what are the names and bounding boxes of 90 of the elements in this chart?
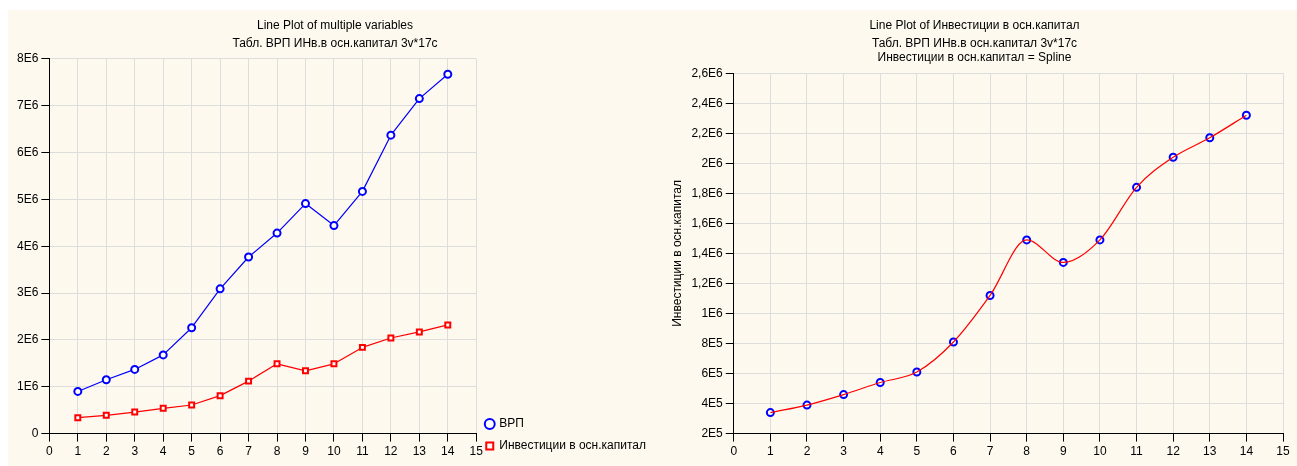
x-tick-label: 9 bbox=[1059, 444, 1067, 459]
point bbox=[415, 328, 423, 336]
x-tick-label: 11 bbox=[356, 444, 369, 459]
point bbox=[272, 228, 282, 238]
point bbox=[357, 186, 367, 196]
y-tick-label: 2E5 bbox=[701, 425, 724, 440]
y-tick-label: 1,2E6 bbox=[691, 275, 724, 290]
point bbox=[73, 386, 83, 396]
point bbox=[273, 360, 281, 368]
x-tick-label: 8 bbox=[1023, 444, 1031, 459]
y-tick-label: 8E6 bbox=[16, 51, 39, 66]
point bbox=[444, 321, 452, 329]
point bbox=[131, 408, 139, 416]
y-tick-label: 1,8E6 bbox=[691, 185, 724, 200]
chart-subtitle: Табл. ВРП ИНв.в осн.капитал 3v*17c bbox=[232, 35, 438, 50]
x-tick-label: 4 bbox=[159, 444, 167, 459]
point bbox=[329, 221, 339, 231]
chart-subtitle: Табл. ВРП ИНв.в осн.капитал 3v*17c bbox=[871, 35, 1078, 50]
x-tick-label: 4 bbox=[876, 444, 884, 459]
x-tick-label: 12 bbox=[1166, 444, 1181, 459]
x-tick-label: 5 bbox=[188, 444, 196, 459]
x-tick-label: 7 bbox=[245, 444, 253, 459]
point bbox=[300, 199, 310, 209]
y-tick-label: 7E6 bbox=[16, 97, 39, 112]
point bbox=[443, 69, 453, 79]
point bbox=[159, 404, 167, 412]
point bbox=[387, 334, 395, 342]
x-tick-label: 6 bbox=[950, 444, 958, 459]
x-tick-label: 7 bbox=[986, 444, 994, 459]
y-tick-label: 2,2E6 bbox=[691, 125, 724, 140]
point bbox=[358, 343, 366, 351]
x-tick-label: 2 bbox=[803, 444, 811, 459]
text: Инвестиции в осн.капитал = Spline bbox=[877, 50, 1072, 65]
x-tick-label: 6 bbox=[216, 444, 224, 459]
x-tick-label: 10 bbox=[327, 444, 341, 459]
y-tick-label: 1,4E6 bbox=[691, 245, 724, 260]
x-tick-label: 14 bbox=[441, 444, 455, 459]
chart-title: Line Plot of multiple variables bbox=[256, 17, 414, 32]
x-tick-label: 1 bbox=[767, 444, 775, 459]
x-tick-label: 3 bbox=[131, 444, 139, 459]
point bbox=[101, 375, 111, 385]
y-tick-label: 0 bbox=[31, 425, 39, 440]
y-tick-label: 8E5 bbox=[701, 335, 724, 350]
chart-title: Line Plot of Инвестиции в осн.капитал bbox=[869, 17, 1080, 32]
x-tick-label: 13 bbox=[412, 444, 427, 459]
y-tick-label: 5E6 bbox=[16, 191, 39, 206]
point bbox=[74, 414, 82, 422]
point bbox=[330, 360, 338, 368]
point bbox=[130, 364, 140, 374]
point bbox=[158, 350, 168, 360]
x-tick-label: 0 bbox=[730, 444, 738, 459]
y-tick-label: 2,4E6 bbox=[691, 95, 724, 110]
y-tick-label: 2,6E6 bbox=[691, 65, 724, 80]
y-tick-label: 4E5 bbox=[701, 395, 724, 410]
x-tick-label: 8 bbox=[273, 444, 281, 459]
x-tick-label: 3 bbox=[840, 444, 848, 459]
legend-label: ВРП bbox=[499, 416, 524, 431]
x-tick-label: 12 bbox=[384, 444, 398, 459]
point bbox=[188, 401, 196, 409]
y-tick-label: 1,6E6 bbox=[691, 215, 724, 230]
x-tick-label: 10 bbox=[1093, 444, 1107, 459]
point bbox=[302, 367, 309, 375]
x-tick-label: 5 bbox=[913, 444, 921, 459]
y-tick-label: 2E6 bbox=[16, 332, 39, 347]
y-tick-label: 6E6 bbox=[16, 144, 39, 159]
x-tick-label: 14 bbox=[1239, 444, 1254, 459]
point bbox=[244, 252, 254, 262]
legend-label: Инвестиции в осн.капитал bbox=[499, 438, 646, 453]
y-tick-label: 6E5 bbox=[701, 365, 724, 380]
point bbox=[215, 284, 225, 294]
x-tick-label: 11 bbox=[1130, 444, 1144, 459]
point bbox=[187, 323, 197, 333]
y-tick-label: 4E6 bbox=[16, 238, 39, 253]
x-tick-label: 9 bbox=[302, 444, 310, 459]
x-tick-label: 1 bbox=[74, 444, 82, 459]
y-tick-label: 2E6 bbox=[701, 155, 724, 170]
y-tick-label: 3E6 bbox=[16, 285, 39, 300]
x-tick-label: 0 bbox=[46, 444, 54, 459]
y-tick-label: 1E6 bbox=[16, 379, 39, 394]
point bbox=[414, 94, 424, 104]
point bbox=[102, 411, 110, 419]
y-axis-title: Инвестиции в осн.капитал bbox=[669, 180, 684, 327]
x-tick-label: 15 bbox=[1276, 444, 1290, 459]
point bbox=[245, 377, 253, 385]
x-tick-label: 15 bbox=[469, 444, 484, 459]
y-tick-label: 1E6 bbox=[701, 305, 724, 320]
point bbox=[216, 392, 224, 400]
x-tick-label: 2 bbox=[102, 444, 110, 459]
point bbox=[386, 130, 396, 140]
x-tick-label: 13 bbox=[1203, 444, 1217, 459]
